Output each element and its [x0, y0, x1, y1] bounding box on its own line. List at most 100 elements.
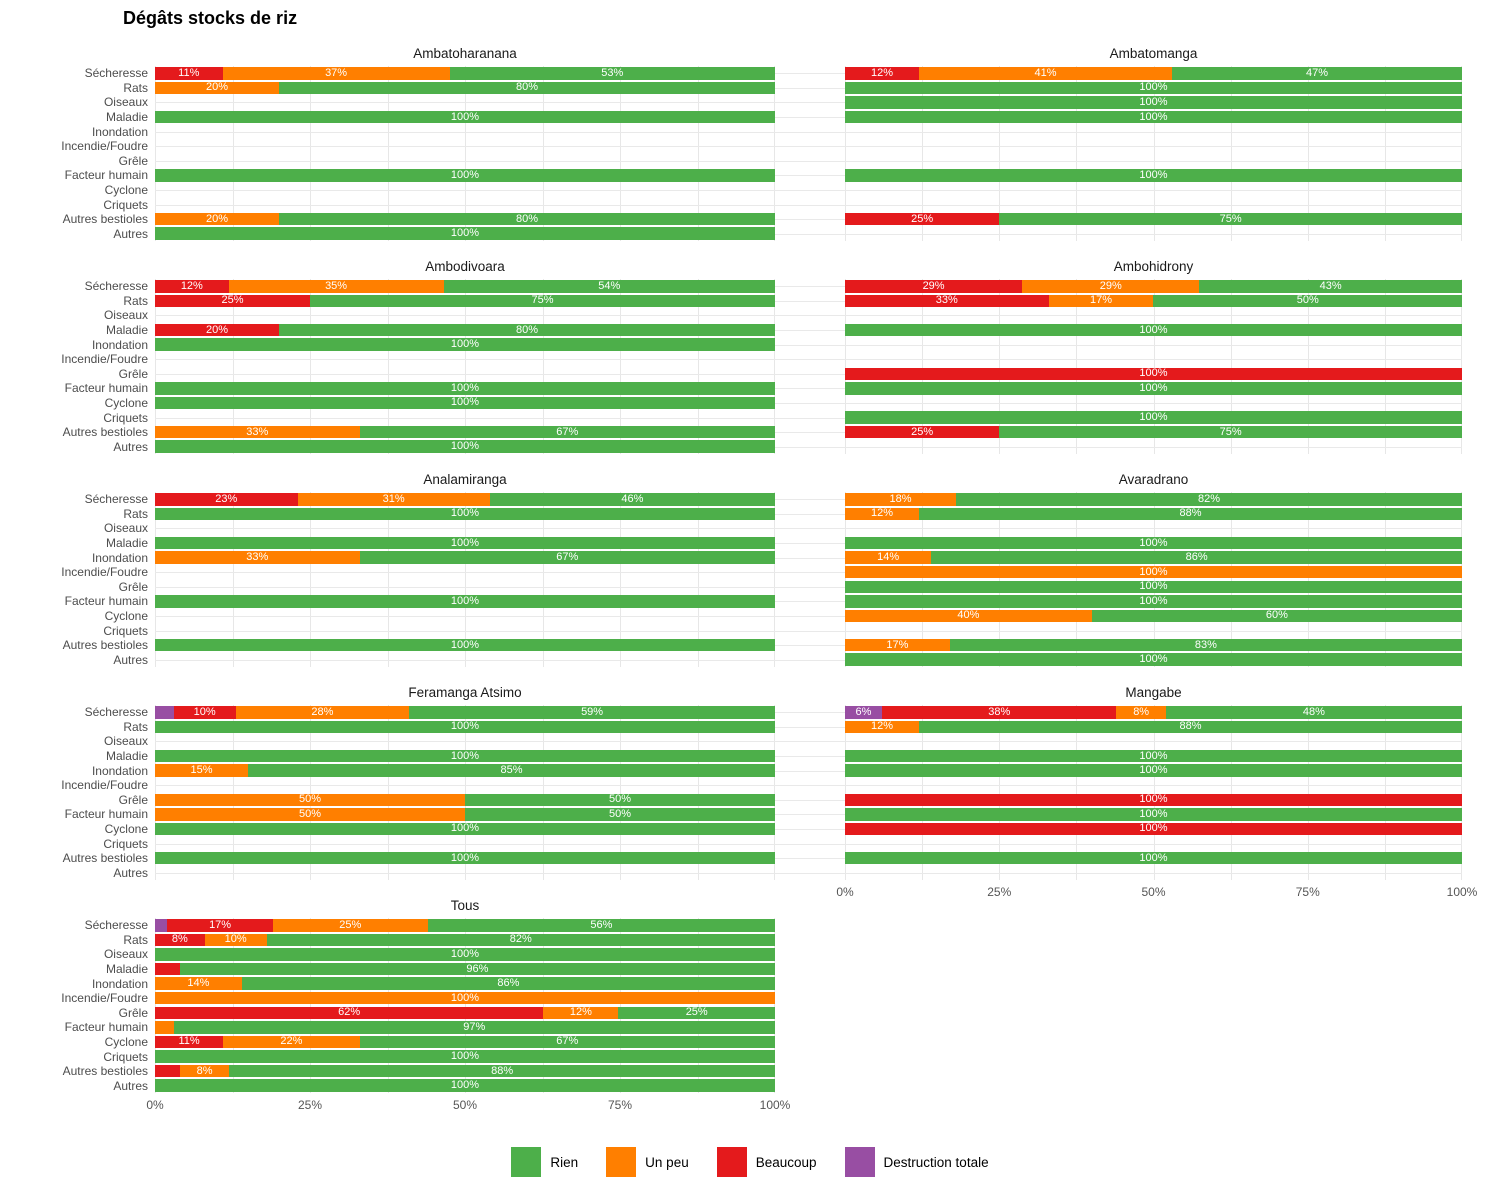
bar-row: 100% [845, 565, 1462, 579]
category-label: Inondation [91, 976, 148, 991]
gridline-v [387, 705, 389, 880]
bar-value-label: 28% [311, 706, 334, 718]
gridline-h [845, 233, 1462, 235]
bar-row: 14% 86% [155, 977, 775, 990]
gridline-v [310, 279, 311, 454]
bar-value-label: 40% [957, 609, 980, 622]
bar-segment: 80% [279, 81, 775, 95]
empty-cell [845, 892, 1462, 1105]
gridline-v [1230, 705, 1232, 880]
category-label: Autres bestioles [62, 1064, 148, 1079]
gridline-h [775, 499, 845, 501]
gridline-h [775, 814, 845, 816]
bar-value-label: 41% [1034, 67, 1057, 79]
category-label: Autres bestioles [62, 851, 148, 866]
legend-item: Rien [511, 1147, 578, 1177]
gridline-h [775, 858, 845, 860]
bar-segment: 31% [297, 493, 490, 506]
gridline-h [775, 189, 845, 191]
bar-value-label: 25% [911, 212, 934, 225]
bar-row: 100% [845, 653, 1462, 666]
bar-row: 100% [155, 507, 775, 521]
panel-gutter [775, 892, 845, 1105]
bar-value-label: 100% [450, 169, 480, 181]
gridline-v [774, 66, 775, 241]
bar-segment: 41% [919, 67, 1172, 80]
gridline-h [775, 219, 845, 221]
category-label: Rats [123, 293, 148, 308]
bar-row: 20% 80% [155, 212, 775, 226]
bar-value-label: 83% [1194, 638, 1217, 651]
bar-row: 100% [155, 638, 775, 652]
bar-row: 100% [155, 851, 775, 865]
bar-segment: 25% [272, 919, 428, 932]
bar-segment: 12% [845, 720, 920, 734]
bar-value-label: 100% [450, 991, 480, 1004]
bar-value-label: 14% [877, 551, 900, 564]
bar-row: 100% [845, 808, 1462, 821]
gridline-v [1461, 66, 1462, 241]
category-label: Grêle [118, 792, 148, 807]
gridline-h [775, 645, 845, 647]
bar-row: 11% 37% 53% [155, 67, 775, 80]
category-label: Cyclone [104, 608, 148, 623]
gridline-h [845, 315, 1462, 317]
bar-value-label: 100% [450, 110, 480, 123]
gridline-v [232, 66, 234, 241]
bar-segment: 100% [845, 580, 1462, 594]
bar-value-label: 33% [246, 551, 269, 564]
bar-row: 8% 88% [155, 1064, 775, 1078]
bar-segment: 88% [919, 720, 1462, 734]
bar-value-label: 20% [205, 212, 229, 225]
bar-value-label: 12% [871, 507, 894, 520]
bar-row: 8% 10% 82% [155, 933, 775, 947]
bar-segment: 25% [618, 1006, 775, 1020]
bar-segment: 75% [999, 212, 1462, 226]
gridline-h [845, 204, 1462, 206]
facet-row: Sécheresse Rats Oiseaux Maladie Inondation In… [0, 679, 1500, 899]
facet-title: Avaradrano [1118, 471, 1189, 487]
bar-segment: 37% [222, 67, 450, 80]
bar-value-label: 75% [531, 294, 554, 307]
category-label: Oiseaux [103, 308, 148, 323]
bar-value-label: 25% [911, 425, 934, 438]
legend-item: Destruction totale [844, 1147, 989, 1177]
gridline-h [775, 300, 845, 302]
category-label: Inondation [91, 124, 148, 139]
category-label: Oiseaux [103, 521, 148, 536]
gridline-h [155, 843, 775, 845]
bar-segment: 20% [155, 212, 279, 226]
bar-segment: 29% [1022, 280, 1200, 293]
gridline-v [1384, 705, 1386, 880]
gridline-h [775, 872, 845, 874]
bar-segment: 43% [1199, 280, 1462, 293]
bar-segment [155, 919, 168, 932]
bar-row: 50% 50% [155, 808, 775, 821]
bar-segment: 82% [266, 933, 775, 947]
facet-title: Tous [450, 897, 480, 913]
bar-value-label: 47% [1305, 67, 1328, 79]
bar-row: 33% 17% 50% [845, 294, 1462, 308]
bar-segment: 83% [949, 638, 1462, 652]
bar-value-label: 31% [382, 493, 405, 505]
bar-value-label: 100% [1139, 822, 1168, 835]
gridline-v [620, 918, 621, 1093]
bar-value-label: 50% [608, 793, 632, 806]
bar-segment [155, 1021, 174, 1034]
gridline-v [845, 492, 846, 667]
gridline-v [922, 66, 924, 241]
bar-segment: 25% [155, 294, 310, 308]
gridline-h [775, 543, 845, 545]
gridline-h [775, 615, 845, 617]
legend-swatch [606, 1147, 637, 1177]
bar-segment: 100% [845, 323, 1462, 337]
bar-segment: 67% [359, 1035, 775, 1049]
bar-value-label: 100% [1139, 851, 1168, 864]
x-axis: 0% 25% 50% 75% 100% [836, 886, 1477, 904]
bar-value-label: 100% [1139, 749, 1168, 762]
bar-row: 11% 22% 67% [155, 1035, 775, 1049]
bar-segment: 12% [845, 67, 920, 80]
bar-value-label: 100% [450, 338, 480, 351]
bar-segment: 100% [155, 338, 775, 351]
category-label: Facteur humain [64, 381, 148, 396]
